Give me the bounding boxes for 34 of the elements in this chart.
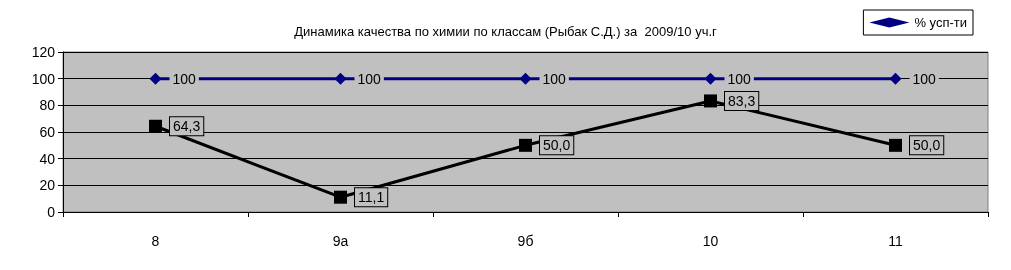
- point: [704, 72, 717, 85]
- point: [519, 138, 532, 152]
- point: [889, 138, 902, 152]
- data-label: 100: [727, 70, 752, 87]
- y-tick-label: 40: [39, 150, 56, 167]
- point: [519, 72, 532, 85]
- y-tick-label: 0: [47, 204, 56, 220]
- x-tick-label: 9а: [332, 233, 349, 249]
- x-tick-label: 11: [888, 233, 903, 249]
- data-label: 100: [912, 70, 937, 87]
- x-tick-label: 10: [702, 233, 719, 249]
- data-label: 100: [357, 70, 382, 87]
- point: [334, 190, 347, 204]
- data-label: 64,3: [173, 118, 201, 135]
- y-tick-label: 100: [31, 70, 56, 87]
- y-tick-label: 20: [39, 177, 56, 194]
- x-tick-label: 8: [151, 233, 160, 249]
- point: [149, 72, 162, 85]
- chart-title: Динамика качества по химии по классам (Рыбак С.Д.) за 2009/10 уч.г: [294, 24, 718, 39]
- data-label: 50,0: [913, 137, 941, 154]
- data-label: 11,1: [358, 189, 385, 206]
- legend-label: % усп-ти: [914, 15, 967, 30]
- data-label: 50,0: [543, 137, 571, 154]
- point: [889, 72, 902, 85]
- y-tick-label: 80: [39, 97, 56, 114]
- point: [149, 119, 162, 133]
- point: [704, 94, 717, 108]
- data-label: 83,3: [728, 92, 756, 109]
- y-tick-label: 120: [31, 44, 56, 60]
- data-label: 100: [172, 70, 197, 87]
- x-tick-label: 9б: [517, 233, 534, 249]
- point: [334, 72, 347, 85]
- data-label: 100: [542, 70, 567, 87]
- y-tick-label: 60: [39, 124, 56, 140]
